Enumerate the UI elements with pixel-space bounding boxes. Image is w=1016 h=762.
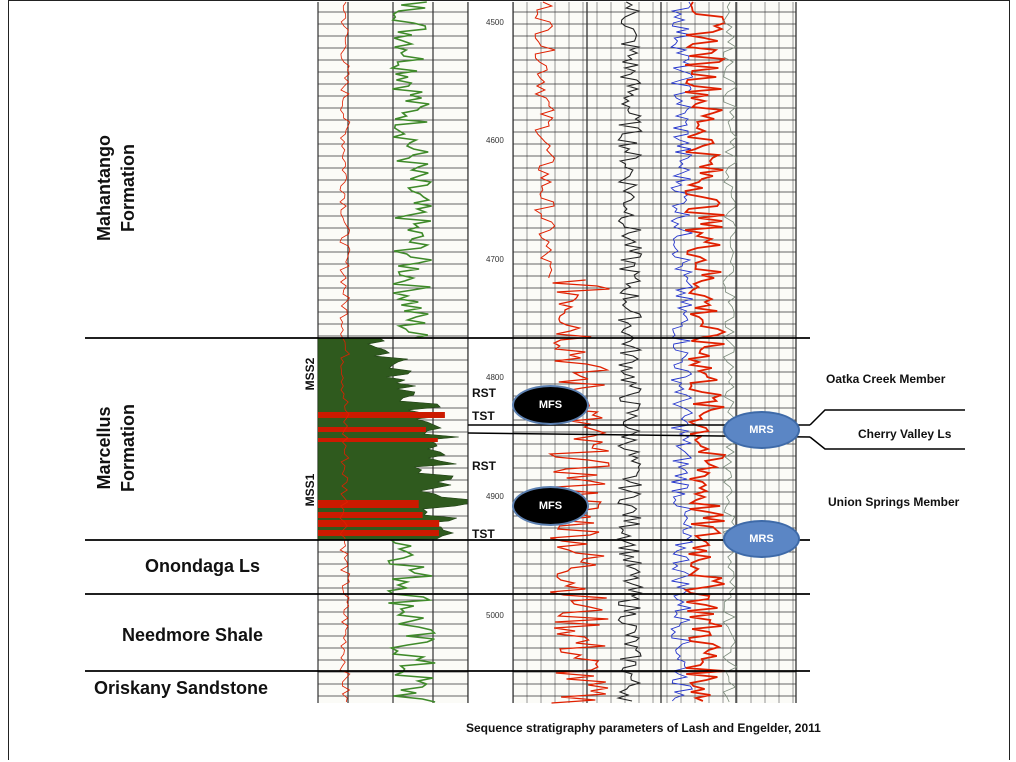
depth-column: [468, 2, 513, 703]
rst-lower-label: RST: [472, 459, 496, 473]
cherry-valley-bracket-bottom: [809, 436, 965, 450]
oriskany-label: Oriskany Sandstone: [94, 678, 269, 698]
density-curve-left: [339, 1, 351, 703]
mss1-label: MSS1: [303, 473, 317, 507]
gamma-red-band: [318, 438, 438, 442]
rst-upper-label: RST: [472, 386, 496, 400]
onondaga-label: Onondaga Ls: [145, 556, 261, 576]
marcellus-formation-label: Marcellus Formation: [94, 404, 138, 492]
tst-lower-label: TST: [472, 527, 495, 541]
oatka-creek-member-label: Oatka Creek Member: [826, 372, 946, 386]
depth-label-4800: 4800: [486, 373, 504, 382]
union-springs-member-label: Union Springs Member: [828, 495, 960, 509]
needmore-label: Needmore Shale: [122, 625, 264, 645]
gamma-red-band: [318, 512, 423, 518]
depth-label-4500: 4500: [486, 18, 504, 27]
neutron-curve: [616, 1, 644, 702]
caliper-curve: [722, 1, 738, 703]
gamma-red-band: [318, 412, 445, 418]
gamma-curve-lower: [386, 539, 437, 703]
gamma-red-band: [318, 427, 426, 432]
depth-label-5000: 5000: [486, 611, 504, 620]
mahantango-formation-label: Mahantango Formation: [94, 135, 138, 241]
mfs-lower-marker: MFS: [512, 486, 589, 526]
figure-caption: Sequence stratigraphy parameters of Lash…: [466, 721, 821, 735]
figure-frame: [8, 0, 1010, 760]
gamma-curve-upper: [389, 1, 433, 339]
porosity-curve: [670, 1, 695, 702]
cherry-valley-label: Cherry Valley Ls: [858, 427, 952, 441]
mrs-lower-marker: MRS: [723, 520, 800, 558]
gamma-red-band: [318, 530, 439, 536]
gamma-red-band: [318, 500, 419, 508]
mrs-upper-marker: MRS: [723, 411, 800, 449]
depth-label-4700: 4700: [486, 255, 504, 264]
depth-label-4900: 4900: [486, 492, 504, 501]
tst-upper-label: TST: [472, 409, 495, 423]
resistivity-curve-1: [533, 1, 556, 279]
cherry-valley-bracket-top: [809, 409, 965, 426]
sonic-curve: [683, 1, 727, 702]
mfs-upper-marker: MFS: [512, 385, 589, 425]
resistivity-curve-2: [547, 279, 610, 704]
mss2-label: MSS2: [303, 357, 317, 391]
gamma-red-band: [318, 520, 440, 527]
log-track-right: [513, 2, 796, 703]
depth-label-4600: 4600: [486, 136, 504, 145]
